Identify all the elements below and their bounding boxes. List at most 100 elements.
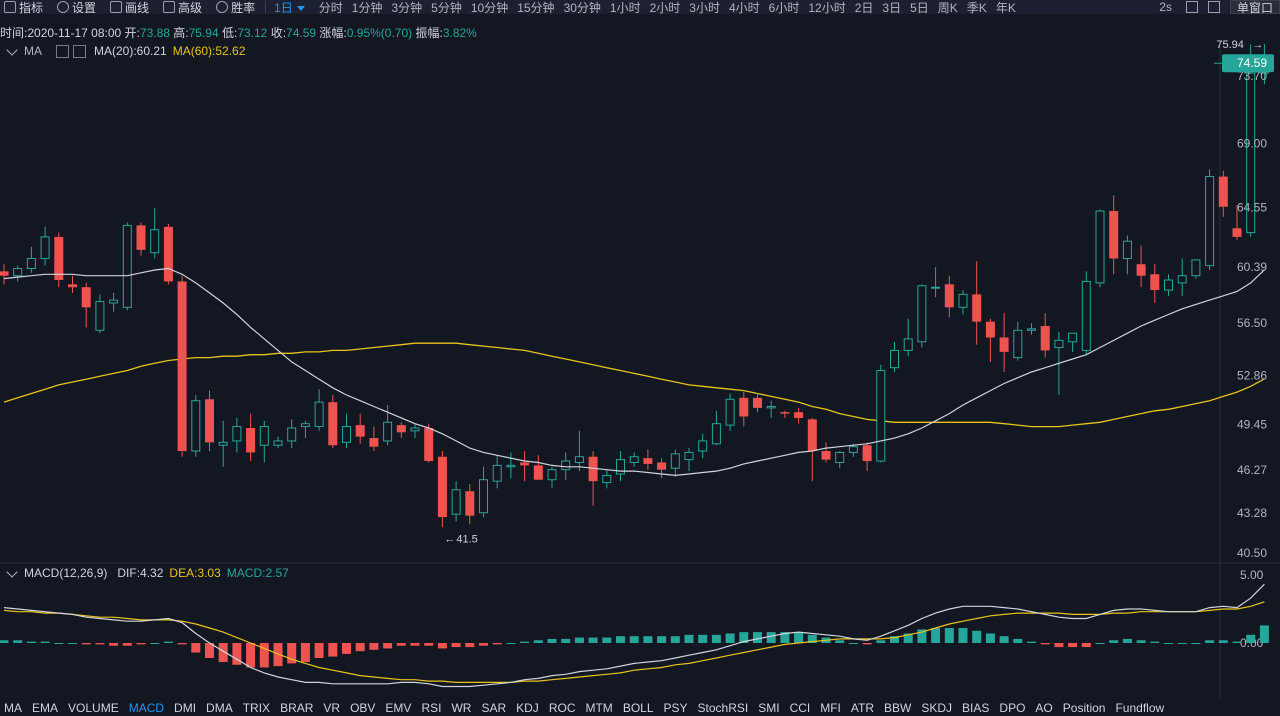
indicator-tab-volume[interactable]: VOLUME bbox=[68, 700, 119, 715]
window-mode-select[interactable]: 单窗口 bbox=[1229, 0, 1280, 15]
indicator-tab-obv[interactable]: OBV bbox=[350, 700, 376, 715]
amp-label: 振幅: bbox=[415, 26, 443, 40]
interval-label: 2日 bbox=[854, 0, 874, 15]
interval-17[interactable]: 周K bbox=[938, 0, 958, 16]
candle-body bbox=[698, 440, 708, 452]
collapse-macd-icon[interactable] bbox=[6, 565, 18, 578]
macd-histogram-bar bbox=[479, 643, 488, 646]
tool-pencil-button[interactable]: 画线 bbox=[106, 0, 149, 16]
indicator-tab-wr[interactable]: WR bbox=[451, 700, 472, 715]
dif-line bbox=[3, 583, 1265, 688]
indicator-tab-mfi[interactable]: MFI bbox=[820, 700, 841, 715]
indicator-tab-boll[interactable]: BOLL bbox=[622, 700, 654, 715]
interval-3[interactable]: 3分钟 bbox=[391, 0, 422, 16]
indicator-tab-mtm[interactable]: MTM bbox=[585, 700, 613, 715]
indicator-tab-smi[interactable]: SMI bbox=[758, 700, 780, 715]
candle-body bbox=[205, 399, 214, 443]
indicator-tab-brar[interactable]: BRAR bbox=[280, 700, 314, 715]
indicator-tab-bbw[interactable]: BBW bbox=[884, 700, 912, 715]
interval-0[interactable]: 1日 bbox=[274, 0, 305, 16]
interval-18[interactable]: 季K bbox=[967, 0, 987, 16]
indicator-tab-macd[interactable]: MACD bbox=[128, 700, 165, 715]
interval-2[interactable]: 1分钟 bbox=[352, 0, 383, 16]
toolbar-right: 2s 单窗口 bbox=[1159, 0, 1280, 15]
macd-histogram-bar bbox=[355, 643, 365, 652]
indicator-tab-skdj[interactable]: SKDJ bbox=[921, 700, 953, 715]
tool-winrate-button[interactable]: 胜率 bbox=[212, 0, 255, 16]
ma60-value: MA(60):52.62 bbox=[172, 44, 246, 58]
tool-label: 设置 bbox=[72, 0, 97, 15]
indicator-tab-dma[interactable]: DMA bbox=[206, 700, 233, 715]
indicator-tab-emv[interactable]: EMV bbox=[385, 700, 412, 715]
interval-15[interactable]: 3日 bbox=[882, 0, 901, 16]
interval-19[interactable]: 年K bbox=[996, 0, 1016, 16]
ma-settings-icon[interactable] bbox=[56, 44, 69, 58]
indicator-tab-stochrsi[interactable]: StochRSI bbox=[697, 700, 749, 715]
tool-advanced-button[interactable]: 高级 bbox=[159, 0, 202, 16]
tool-gear-button[interactable]: 设置 bbox=[53, 0, 96, 16]
indicator-tab-sar[interactable]: SAR bbox=[481, 700, 507, 715]
tool-label: 画线 bbox=[125, 0, 150, 15]
indicator-tab-ma[interactable]: MA bbox=[4, 700, 22, 715]
indicator-tab-vr[interactable]: VR bbox=[323, 700, 341, 715]
indicator-tab-rsi[interactable]: RSI bbox=[421, 700, 442, 715]
screenshot-icon[interactable] bbox=[1207, 1, 1220, 13]
interval-9[interactable]: 2小时 bbox=[650, 0, 681, 16]
indicator-tab-bias[interactable]: BIAS bbox=[962, 700, 990, 715]
indicator-tab-kdj[interactable]: KDJ bbox=[516, 700, 539, 715]
indicator-tab-trix[interactable]: TRIX bbox=[242, 700, 271, 715]
candle-body bbox=[533, 465, 543, 480]
macd-histogram-bar bbox=[766, 632, 776, 643]
high-label: 高: bbox=[173, 26, 189, 40]
indicator-tab-dpo[interactable]: DPO bbox=[999, 700, 1026, 715]
indicator-tab-cci[interactable]: CCI bbox=[789, 700, 811, 715]
price-tick-label: 69.00 bbox=[1237, 137, 1267, 151]
candle-body bbox=[985, 321, 995, 338]
tool-chart-button[interactable]: 指标 bbox=[0, 0, 43, 16]
macd-histogram-bar bbox=[465, 643, 475, 648]
interval-4[interactable]: 5分钟 bbox=[431, 0, 462, 16]
macd-histogram-bar bbox=[698, 634, 708, 643]
interval-12[interactable]: 6小时 bbox=[769, 0, 800, 16]
interval-8[interactable]: 1小时 bbox=[610, 0, 641, 16]
indicator-tab-psy[interactable]: PSY bbox=[663, 700, 688, 715]
macd-histogram-bar bbox=[1054, 643, 1064, 648]
price-chart[interactable]: 73.70 69.00 64.55 60.39 56.50 52.86 49.45 46.27… bbox=[0, 0, 1280, 699]
interval-16[interactable]: 5日 bbox=[910, 0, 929, 16]
interval-5[interactable]: 10分钟 bbox=[471, 0, 508, 16]
interval-7[interactable]: 30分钟 bbox=[564, 0, 601, 16]
indicator-tab-ema[interactable]: EMA bbox=[32, 700, 59, 715]
interval-10[interactable]: 3小时 bbox=[689, 0, 720, 16]
indicator-tab-position[interactable]: Position bbox=[1062, 700, 1106, 715]
ma-close-icon[interactable] bbox=[73, 44, 86, 58]
collapse-ma-icon[interactable] bbox=[6, 43, 18, 56]
candle-body bbox=[1232, 228, 1242, 237]
candle-body bbox=[1246, 72, 1256, 234]
candle-body bbox=[163, 226, 173, 282]
candle-body bbox=[13, 268, 23, 277]
interval-label: 1小时 bbox=[609, 0, 641, 15]
candle-body bbox=[287, 427, 297, 442]
interval-label: 周K bbox=[937, 0, 958, 15]
macd-histogram-bar bbox=[1122, 638, 1132, 643]
fullscreen-icon[interactable] bbox=[1185, 1, 1198, 13]
close-label: 收: bbox=[270, 26, 287, 40]
indicator-tab-dmi[interactable]: DMI bbox=[174, 700, 197, 715]
interval-13[interactable]: 12小时 bbox=[808, 0, 845, 16]
interval-6[interactable]: 15分钟 bbox=[517, 0, 554, 16]
indicator-tab-fundflow[interactable]: Fundflow bbox=[1115, 700, 1165, 715]
interval-1[interactable]: 分时 bbox=[319, 0, 343, 16]
macd-histogram-bar bbox=[958, 628, 968, 643]
interval-14[interactable]: 2日 bbox=[855, 0, 874, 16]
macd-legend: MACD(12,26,9) DIF:4.32 DEA:3.03 MACD:2.5… bbox=[4, 565, 289, 580]
high-annotation-label: 75.94 bbox=[1216, 39, 1244, 51]
indicator-tab-roc[interactable]: ROC bbox=[548, 700, 576, 715]
macd-histogram-bar bbox=[1095, 643, 1105, 644]
winrate-icon bbox=[216, 1, 229, 13]
indicator-tab-atr[interactable]: ATR bbox=[850, 700, 875, 715]
indicator-tab-ao[interactable]: AO bbox=[1035, 700, 1053, 715]
macd-histogram-bar bbox=[191, 643, 201, 653]
ma20-value: MA(20):60.21 bbox=[94, 44, 167, 58]
candle-body bbox=[0, 271, 9, 276]
interval-11[interactable]: 4小时 bbox=[729, 0, 760, 16]
